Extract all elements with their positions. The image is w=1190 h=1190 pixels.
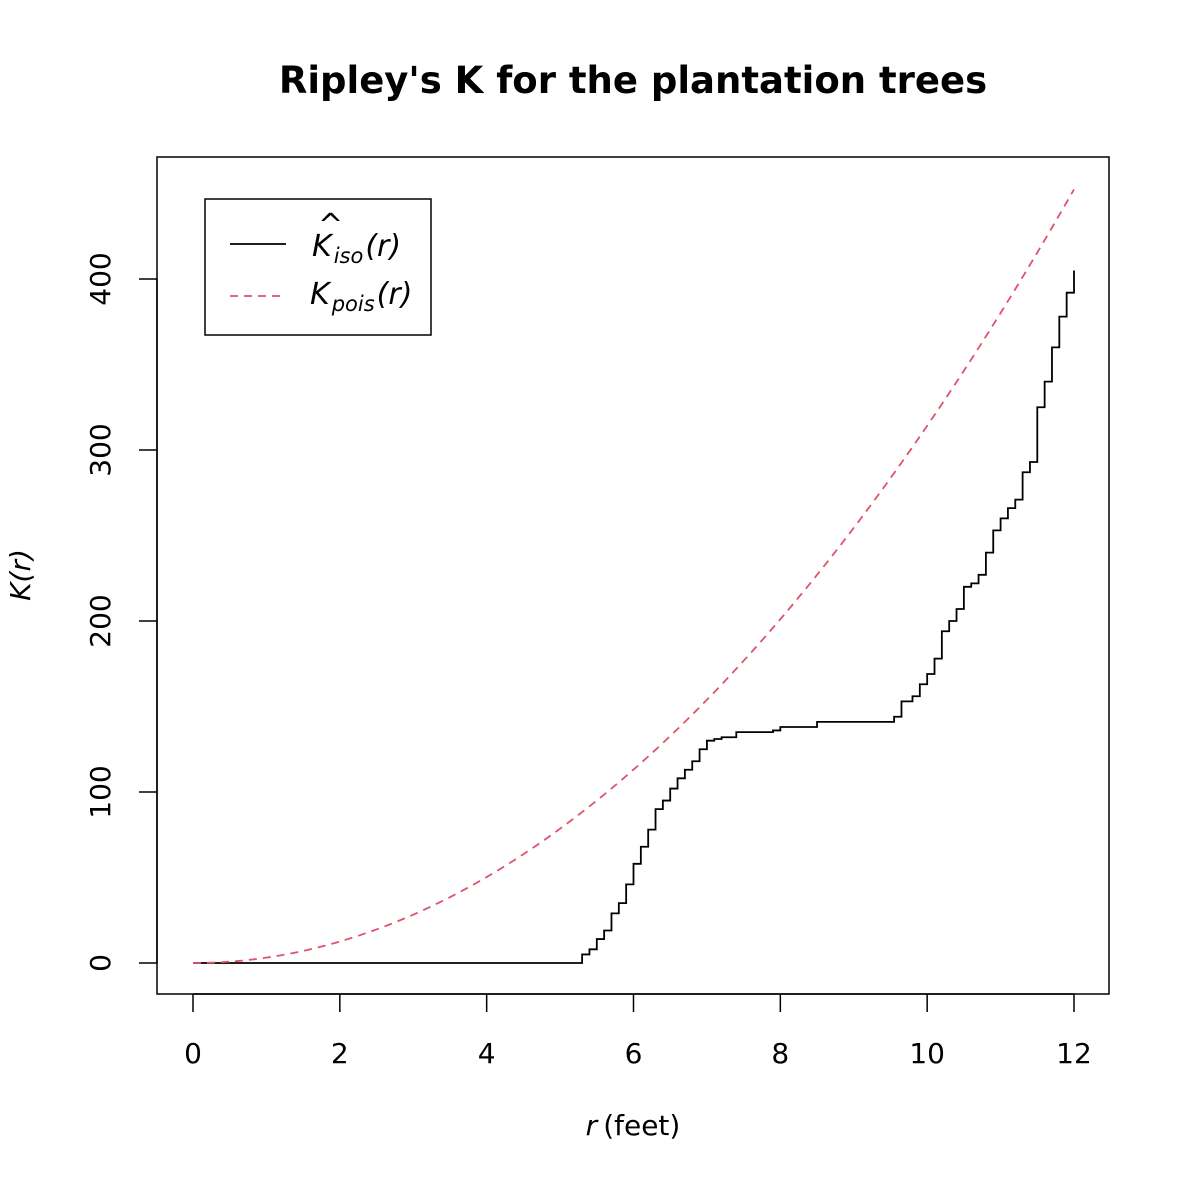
x-tick-label: 12 [1056, 1037, 1092, 1070]
y-tick-label: 300 [84, 423, 117, 476]
legend: ^ Kiso(r) Kpois(r) [204, 198, 432, 336]
x-axis-label-unit: (feet) [603, 1109, 680, 1142]
legend-box [204, 198, 432, 336]
y-axis-label: K(r) [4, 549, 37, 601]
x-tick-label: 10 [909, 1037, 945, 1070]
legend-kpois-arg: (r) [377, 277, 413, 312]
x-tick-label: 8 [771, 1037, 789, 1070]
legend-kpois-main: K [310, 277, 332, 312]
x-tick-label: 0 [184, 1037, 202, 1070]
y-tick-label: 200 [84, 594, 117, 647]
y-axis: 0 100 200 300 400 [84, 252, 158, 972]
legend-hat-mark: ^ [318, 208, 343, 243]
x-tick-label: 4 [478, 1037, 496, 1070]
x-axis: 0 2 4 6 8 10 12 [184, 993, 1092, 1070]
x-tick-label: 6 [625, 1037, 643, 1070]
y-axis-label-arg: (r) [4, 549, 37, 582]
x-axis-label-var: r [586, 1109, 599, 1142]
series-line-kpois [192, 188, 1075, 964]
y-axis-label-main: K [4, 580, 37, 601]
legend-label-kpois: Kpois(r) [310, 277, 412, 316]
x-axis-label: r (feet) [586, 1109, 681, 1142]
y-tick-label: 100 [84, 765, 117, 818]
y-tick-label: 0 [84, 954, 117, 972]
x-tick-label: 2 [331, 1037, 349, 1070]
series-line-kiso [193, 270, 1075, 964]
y-tick-label: 400 [84, 252, 117, 305]
legend-kiso-sub: iso [334, 244, 364, 268]
series-layer [192, 188, 1075, 964]
legend-kiso-main: K [312, 229, 334, 264]
legend-kpois-sub: pois [331, 292, 375, 316]
legend-kiso-arg: (r) [365, 229, 401, 264]
legend-label-kiso: Kiso(r) [312, 229, 401, 268]
chart-title: Ripley's K for the plantation trees [279, 59, 987, 102]
